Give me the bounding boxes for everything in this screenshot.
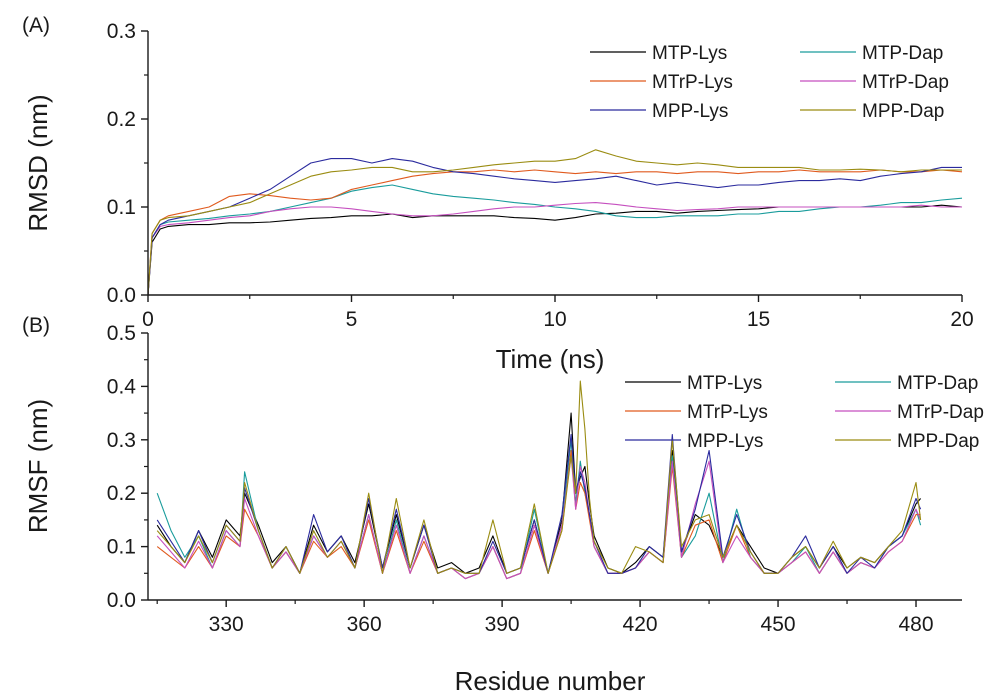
panel-b-legend-label-mpp-dap: MPP-Dap [897,431,979,452]
panel-b-x-axis-title: Residue number [455,666,646,696]
panel-b-legend-label-mpp-lys: MPP-Lys [687,431,763,452]
panel-b-y-tick-label: 0.2 [107,482,136,505]
panel-b-y-axis-title: RMSF (nm) [23,399,53,533]
panel-a-x-axis-title: Time (ns) [496,344,605,374]
panel-a-x-tick-label: 5 [346,308,358,331]
panel-b-legend-label-mtp-lys: MTP-Lys [687,373,762,394]
panel-b-x-tick-label: 420 [623,613,658,636]
panel-a-series-line-mtrp-lys [147,169,963,296]
panel-b-x-tick-label: 480 [898,613,933,636]
panel-a-y-axis-title: RMSD (nm) [23,94,53,231]
panel-a-y-tick-label: 0.2 [107,108,136,131]
panel-a-series-line-mtrp-dap [147,202,962,296]
panel-b-y-tick-label: 0.4 [107,375,137,398]
panel-a-x-tick-label: 15 [747,308,770,331]
panel-b-label: (B) [22,314,50,337]
panel-b-series-line-mpp-dap [156,380,922,574]
panel-b-legend-label-mtrp-dap: MTrP-Dap [897,402,984,423]
panel-a-label: (A) [22,14,50,37]
panel-b-x-tick-label: 360 [347,613,382,636]
panel-a-legend-label-mpp-dap: MPP-Dap [862,101,944,122]
panel-a-series-line-mtp-dap [147,184,963,296]
panel-b-series-line-mtp-lys [156,412,922,574]
panel-a-y-tick-label: 0.3 [107,20,136,43]
panel-b-series-line-mtrp-lys [156,449,921,580]
panel-a-legend-label-mtrp-dap: MTrP-Dap [862,72,949,93]
panel-b-x-tick-label: 390 [485,613,520,636]
panel-b-y-tick-label: 0.5 [107,322,136,345]
panel-b-y-tick-label: 0.3 [107,429,136,452]
panel-b-x-tick-label: 450 [761,613,796,636]
panel-a-legend-label-mpp-lys: MPP-Lys [652,101,728,122]
panel-b-legend-label-mtrp-lys: MTrP-Lys [687,402,768,423]
panel-b-x-tick-label: 330 [209,613,244,636]
panel-a-x-tick-label: 0 [142,308,154,331]
panel-a-x-tick-label: 10 [543,308,566,331]
panel-a-legend-label-mtp-dap: MTP-Dap [862,43,943,64]
panel-a-series-line-mpp-dap [147,149,962,296]
panel-a-series-line-mtp-lys [147,204,963,296]
panel-a-y-tick-label: 0.0 [107,284,136,307]
panel-b-y-tick-label: 0.0 [107,589,136,612]
panel-b-legend-label-mtp-dap: MTP-Dap [897,373,978,394]
panel-a-x-tick-label: 20 [950,308,973,331]
panel-a-y-tick-label: 0.1 [107,196,136,219]
panel-b-series-line-mtp-dap [156,439,922,580]
panel-a-legend-label-mtrp-lys: MTrP-Lys [652,72,733,93]
panel-b-y-tick-label: 0.1 [107,536,136,559]
panel-a-legend-label-mtp-lys: MTP-Lys [652,43,727,64]
panel-a-series-line-mpp-lys [147,158,962,296]
